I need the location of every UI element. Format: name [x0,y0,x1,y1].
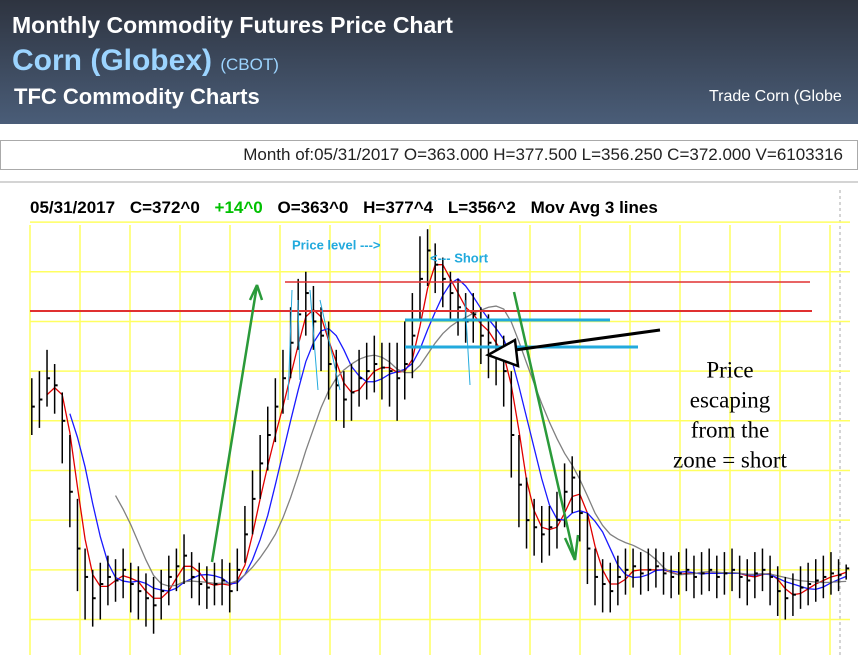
info-text: Month of:05/31/2017 O=363.000 H=377.500 … [243,145,843,164]
header: Monthly Commodity Futures Price Chart Co… [0,0,858,124]
trend-arrow [210,284,264,563]
note-line: escaping [690,387,771,412]
vertical-grid [29,225,831,655]
change: +14^0 [215,198,263,217]
note-line: Price [706,357,753,382]
market: Corn (Globex) [12,44,212,77]
trend-arrow [248,284,259,301]
pointer-head [485,337,520,368]
swing-lines [287,289,471,401]
header-title: Monthly Commodity Futures Price Chart [12,12,453,38]
trend-arrow [563,537,577,561]
note-line: from the [691,417,770,442]
trade-link[interactable]: Trade Corn (Globe [709,88,842,105]
exchange: (CBOT) [220,55,279,74]
short-label: <--- Short [430,250,489,265]
chart-title: 05/31/2017 C=372^0 +14^0 O=363^0 H=377^4… [30,198,658,217]
market-name: Corn (Globex) (CBOT) [12,44,279,78]
studies: Mov Avg 3 lines [531,198,658,217]
date: 05/31/2017 [30,198,115,217]
site-name: TFC Commodity Charts [14,84,260,109]
annotations: Price level ---> <--- Short [30,237,812,563]
note: Price escaping from the zone = short [673,357,787,472]
low: L=356^2 [448,198,516,217]
open: O=363^0 [277,198,348,217]
close: C=372^0 [130,198,200,217]
note-line: zone = short [673,447,787,472]
price-level-label: Price level ---> [292,237,381,252]
high: H=377^4 [363,198,433,217]
plot [30,221,850,634]
pointer-line [514,328,661,352]
